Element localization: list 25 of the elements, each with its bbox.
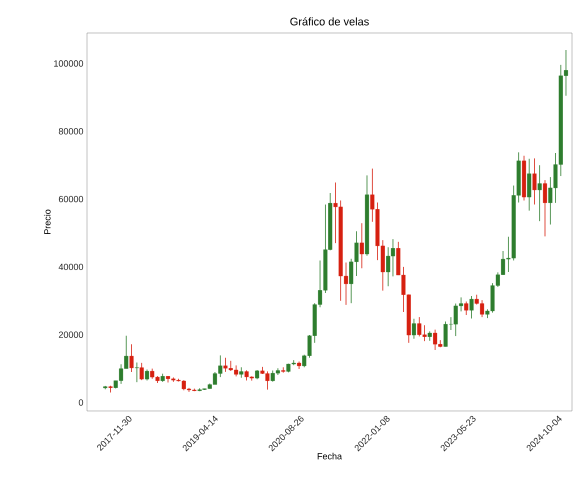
- y-tick-label: 20000: [58, 332, 84, 338]
- candlestick: [428, 330, 432, 342]
- candlestick: [108, 385, 113, 393]
- x-axis-title: Fecha: [318, 452, 342, 460]
- candlestick: [140, 362, 144, 381]
- candlestick: [239, 366, 244, 378]
- candlestick: [360, 222, 364, 269]
- y-axis-title: Precio: [44, 210, 51, 234]
- y-tick-label: 0: [78, 399, 84, 406]
- y-tick-label: 80000: [58, 128, 84, 134]
- candlestick: [527, 158, 532, 212]
- candlestick: [144, 369, 150, 381]
- candlestick: [464, 301, 468, 316]
- y-tick-label: 100000: [54, 60, 84, 67]
- chart-title: Gráfico de velas: [290, 17, 369, 26]
- candlestick: [470, 296, 474, 319]
- candlestick: [134, 362, 139, 383]
- candlestick: [532, 158, 537, 205]
- candlestick: [130, 344, 134, 372]
- y-tick-label: 60000: [58, 196, 84, 202]
- y-tick-label: 40000: [58, 264, 84, 270]
- candlestick: [412, 318, 416, 340]
- candlestick: [538, 164, 542, 222]
- candlestick: [255, 370, 260, 380]
- candlestick: [542, 180, 548, 237]
